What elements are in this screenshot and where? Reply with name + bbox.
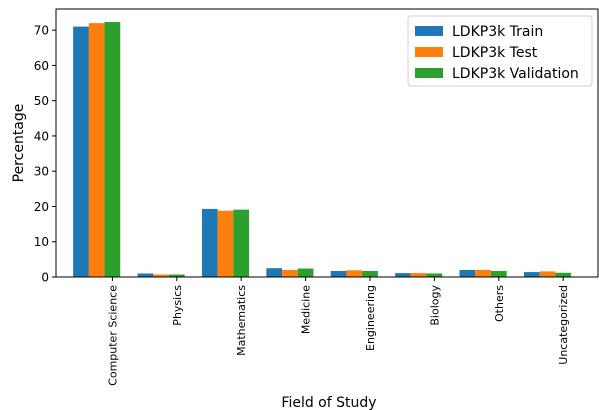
x-category-label: Uncategorized	[557, 285, 570, 365]
legend-swatch	[415, 47, 443, 57]
legend-label: LDKP3k Train	[452, 24, 543, 40]
y-axis-label: Percentage	[11, 104, 27, 183]
x-category-label: Mathematics	[235, 285, 248, 356]
legend-swatch	[415, 26, 443, 36]
legend-swatch	[415, 68, 443, 78]
x-category-label: Physics	[171, 285, 184, 326]
x-category-label: Medicine	[300, 285, 313, 334]
bar	[410, 273, 427, 277]
bar	[539, 271, 556, 277]
bar	[459, 269, 476, 277]
bar	[168, 274, 185, 277]
x-category-label: Others	[493, 285, 506, 322]
bar	[266, 268, 283, 277]
y-axis: 0 10 20 30 40 50 60 70	[34, 24, 56, 285]
bar	[475, 269, 491, 277]
bar	[523, 272, 540, 277]
bar	[426, 273, 443, 277]
bars-group	[73, 22, 572, 277]
bar	[201, 208, 218, 277]
x-category-label: Biology	[428, 285, 441, 326]
legend-label: LDKP3k Test	[452, 45, 538, 61]
bar	[104, 22, 121, 277]
bar	[490, 271, 507, 277]
bar	[88, 23, 105, 277]
x-category-label: Computer Science	[106, 285, 119, 386]
legend-box	[407, 15, 593, 87]
bar	[330, 271, 347, 277]
plot-frame	[55, 8, 599, 278]
y-tick-label: 20	[34, 200, 49, 214]
bar	[73, 26, 89, 277]
y-tick-label: 10	[34, 235, 49, 249]
bar	[555, 272, 572, 277]
legend-label: LDKP3k Validation	[452, 66, 579, 82]
legend: LDKP3k Train LDKP3k Test LDKP3k Validation	[407, 15, 593, 87]
bar	[217, 210, 234, 277]
y-tick-label: 0	[41, 271, 49, 285]
y-tick-label: 60	[34, 59, 49, 73]
y-tick-label: 50	[34, 94, 49, 108]
bar	[362, 271, 378, 277]
bar	[297, 268, 314, 277]
bar	[282, 269, 298, 277]
y-tick-label: 70	[34, 24, 49, 38]
bar	[233, 209, 250, 277]
bar	[137, 273, 154, 277]
bar	[346, 270, 363, 277]
y-tick-label: 30	[34, 165, 49, 179]
bar	[153, 274, 169, 277]
x-category-label: Engineering	[364, 285, 377, 351]
y-tick-label: 40	[34, 129, 49, 143]
bar	[395, 273, 411, 277]
x-axis: Computer Science Physics Mathematics Medici…	[106, 277, 570, 386]
x-axis-label: Field of Study	[281, 395, 376, 410]
